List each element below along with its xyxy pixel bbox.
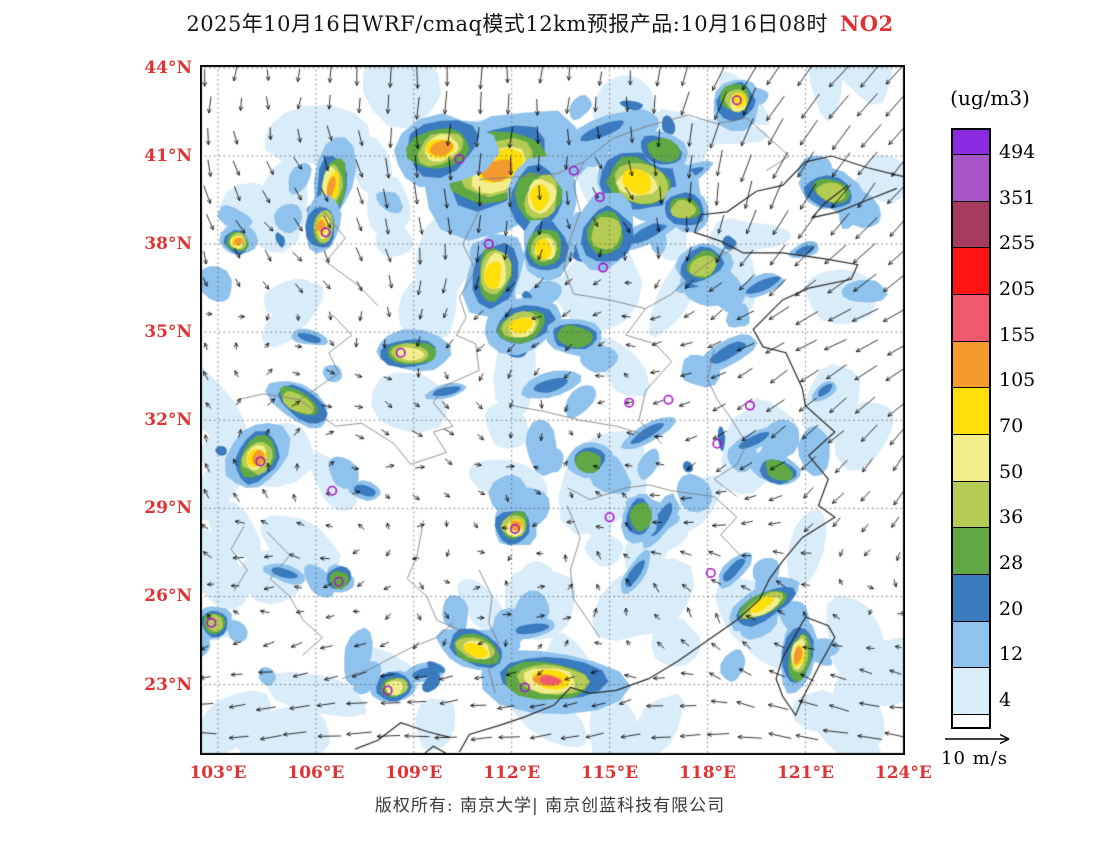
colorbar-cell bbox=[953, 247, 989, 294]
colorbar-cell bbox=[953, 433, 989, 481]
footer-copyright: 版权所有: 南京大学| 南京创蓝科技有限公司 bbox=[374, 796, 726, 816]
colorbar-cell bbox=[953, 293, 989, 341]
colorbar-cell bbox=[953, 480, 989, 528]
lon-tick-label: 103°E bbox=[189, 763, 247, 783]
lat-tick-label: 41°N bbox=[144, 146, 192, 167]
page-title: 2025年10月16日WRF/cmaq模式12km预报产品:10月16日08时 N… bbox=[0, 8, 1080, 38]
colorbar-tick-label: 28 bbox=[999, 552, 1024, 574]
lat-tick-label: 32°N bbox=[144, 410, 192, 431]
colorbar-tick-label: 20 bbox=[999, 597, 1024, 620]
colorbar-cell bbox=[953, 667, 989, 714]
colorbar-cell bbox=[953, 200, 989, 248]
lat-tick-label: 26°N bbox=[144, 586, 192, 607]
wind-scale-label: 10 m/s bbox=[941, 748, 1008, 769]
colorbar-tick-label: 205 bbox=[999, 278, 1036, 300]
colorbar bbox=[951, 128, 991, 729]
lon-tick-label: 109°E bbox=[385, 763, 443, 783]
colorbar-tick-label: 494 bbox=[999, 141, 1036, 163]
map-area bbox=[200, 65, 905, 755]
wind-scale-arrow-icon bbox=[945, 733, 1010, 745]
lon-tick-label: 115°E bbox=[581, 763, 639, 783]
colorbar-cell bbox=[953, 713, 989, 727]
lat-tick-label: 29°N bbox=[144, 498, 192, 519]
lon-tick-label: 121°E bbox=[776, 763, 834, 783]
lon-tick-label: 112°E bbox=[483, 763, 541, 783]
colorbar-cell bbox=[953, 387, 989, 434]
title-pollutant: NO2 bbox=[840, 11, 894, 36]
colorbar-cell bbox=[953, 620, 989, 668]
lon-tick-label: 106°E bbox=[287, 763, 345, 783]
colorbar-cell bbox=[953, 340, 989, 388]
colorbar-tick-label: 351 bbox=[999, 186, 1036, 209]
colorbar-tick-label: 12 bbox=[999, 643, 1024, 666]
colorbar-tick-label: 50 bbox=[999, 460, 1024, 483]
lat-tick-label: 35°N bbox=[144, 322, 192, 343]
title-main: 2025年10月16日WRF/cmaq模式12km预报产品:10月16日08时 bbox=[186, 12, 829, 36]
colorbar-cell bbox=[953, 130, 989, 154]
colorbar-tick-label: 4 bbox=[999, 689, 1012, 711]
colorbar-cell bbox=[953, 154, 989, 201]
lat-tick-label: 44°N bbox=[144, 57, 192, 78]
colorbar-units-label: (ug/m3) bbox=[950, 86, 1030, 110]
colorbar-tick-label: 105 bbox=[999, 369, 1036, 392]
lon-tick-label: 124°E bbox=[874, 763, 932, 783]
colorbar-tick-label: 255 bbox=[999, 232, 1036, 255]
wind-scale: 10 m/s bbox=[941, 731, 1051, 769]
colorbar-cell bbox=[953, 527, 989, 574]
forecast-map-canvas bbox=[200, 65, 905, 755]
colorbar-tick-label: 70 bbox=[999, 415, 1024, 437]
colorbar-tick-label: 36 bbox=[999, 506, 1024, 529]
lat-tick-label: 23°N bbox=[144, 674, 192, 695]
colorbar-tick-label: 155 bbox=[999, 323, 1036, 346]
colorbar-cell bbox=[953, 573, 989, 621]
lat-tick-label: 38°N bbox=[144, 234, 192, 255]
lon-tick-label: 118°E bbox=[679, 763, 736, 783]
